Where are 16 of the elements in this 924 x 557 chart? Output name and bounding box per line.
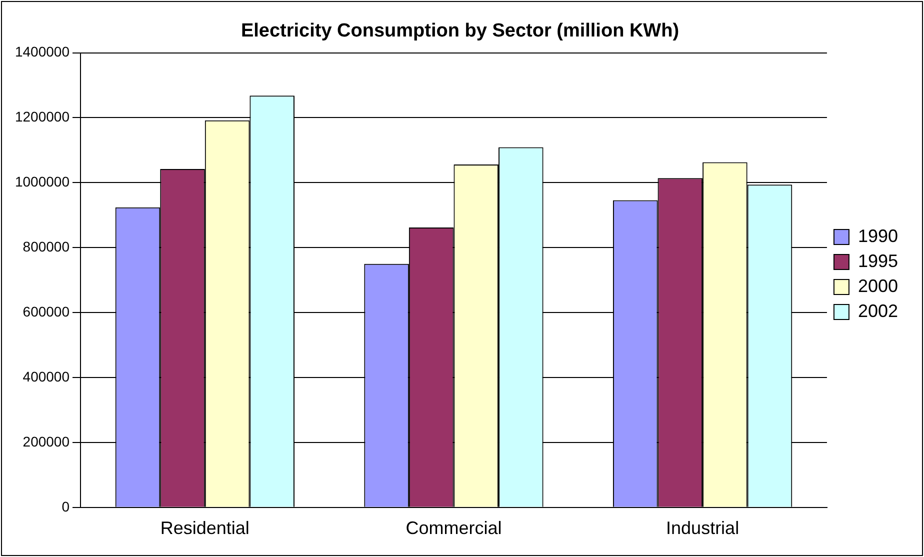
y-tick-label: 1000000 bbox=[14, 174, 70, 190]
y-tick-label: 600000 bbox=[22, 303, 70, 320]
legend-label: 1990 bbox=[858, 226, 898, 246]
y-tick-label: 200000 bbox=[22, 433, 70, 450]
y-tick-label: 1200000 bbox=[14, 108, 70, 125]
y-tick-label: 1400000 bbox=[14, 44, 70, 60]
legend-label: 2002 bbox=[858, 300, 898, 321]
y-tick-label: 400000 bbox=[22, 368, 70, 384]
x-tick-label: Commercial bbox=[406, 518, 502, 538]
legend-label: 2000 bbox=[858, 276, 898, 296]
y-tick-label: 0 bbox=[62, 498, 70, 514]
chart-title: Electricity Consumption by Sector (million KWh) bbox=[240, 20, 680, 42]
x-tick-label: Residential bbox=[160, 518, 250, 538]
y-tick-label: 800000 bbox=[22, 238, 70, 254]
x-tick-label: Industrial bbox=[666, 518, 740, 538]
legend-label: 1995 bbox=[858, 250, 898, 271]
